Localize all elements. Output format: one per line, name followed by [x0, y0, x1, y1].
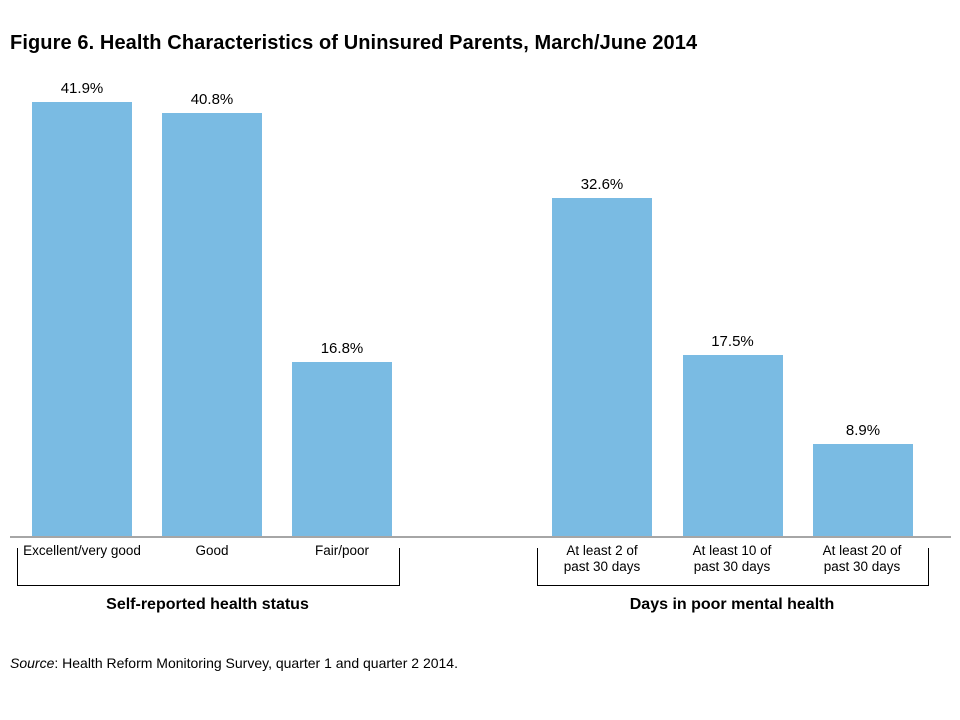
group-bracket-health-status — [17, 548, 400, 586]
category-line: At least 10 of — [692, 543, 772, 558]
group-bracket-mental-health — [537, 548, 929, 586]
bar-value-label: 32.6% — [580, 176, 624, 193]
category-row-health-status: Excellent/very good Good Fair/poor — [22, 543, 402, 559]
bar-cell: 40.8% — [162, 91, 262, 536]
bar-cell: 32.6% — [552, 176, 652, 536]
figure-title: Figure 6. Health Characteristics of Unin… — [10, 32, 698, 54]
bar-value-label: 8.9% — [845, 422, 881, 439]
bar-cell: 17.5% — [682, 333, 783, 536]
bar-at-least-10-days — [682, 355, 783, 536]
category-line: Good — [195, 543, 229, 558]
category-line: past 30 days — [693, 559, 771, 574]
category-label-good: Good — [152, 543, 272, 559]
bar-cell: 16.8% — [292, 340, 392, 536]
bar-cell: 41.9% — [32, 80, 132, 536]
bar-value-label: 41.9% — [60, 80, 104, 97]
bar-cell: 8.9% — [813, 422, 913, 536]
bar-value-label: 17.5% — [711, 333, 754, 350]
category-label-excellent-very-good: Excellent/very good — [22, 543, 142, 559]
category-row-mental-health: At least 2 of past 30 days At least 10 o… — [542, 543, 922, 575]
category-label-at-least-2-days: At least 2 of past 30 days — [542, 543, 662, 575]
category-line: past 30 days — [823, 559, 901, 574]
bar-value-label: 40.8% — [190, 91, 234, 108]
category-line: At least 20 of — [822, 543, 902, 558]
source-text: : Health Reform Monitoring Survey, quart… — [54, 655, 458, 671]
bar-good — [162, 113, 262, 536]
category-line: Excellent/very good — [23, 543, 141, 558]
category-label-at-least-20-days: At least 20 of past 30 days — [802, 543, 922, 575]
x-axis-line — [10, 536, 951, 538]
bar-excellent-very-good — [32, 102, 132, 536]
group-title-health-status: Self-reported health status — [106, 596, 309, 613]
category-label-at-least-10-days: At least 10 of past 30 days — [672, 543, 792, 575]
bar-value-label: 16.8% — [320, 340, 364, 357]
group-title-mental-health: Days in poor mental health — [629, 596, 835, 613]
category-line: Fair/poor — [314, 543, 370, 558]
bar-fair-poor — [292, 362, 392, 536]
source-label: Source — [10, 655, 55, 671]
category-label-fair-poor: Fair/poor — [282, 543, 402, 559]
source-note: Source: Health Reform Monitoring Survey,… — [10, 655, 458, 671]
category-line: At least 2 of — [566, 543, 638, 558]
category-line: past 30 days — [563, 559, 641, 574]
bar-group-mental-health: 32.6% 17.5% 8.9% — [552, 176, 913, 536]
bar-at-least-20-days — [813, 444, 913, 536]
bar-at-least-2-days — [552, 198, 652, 536]
bar-group-health-status: 41.9% 40.8% 16.8% — [32, 80, 392, 536]
